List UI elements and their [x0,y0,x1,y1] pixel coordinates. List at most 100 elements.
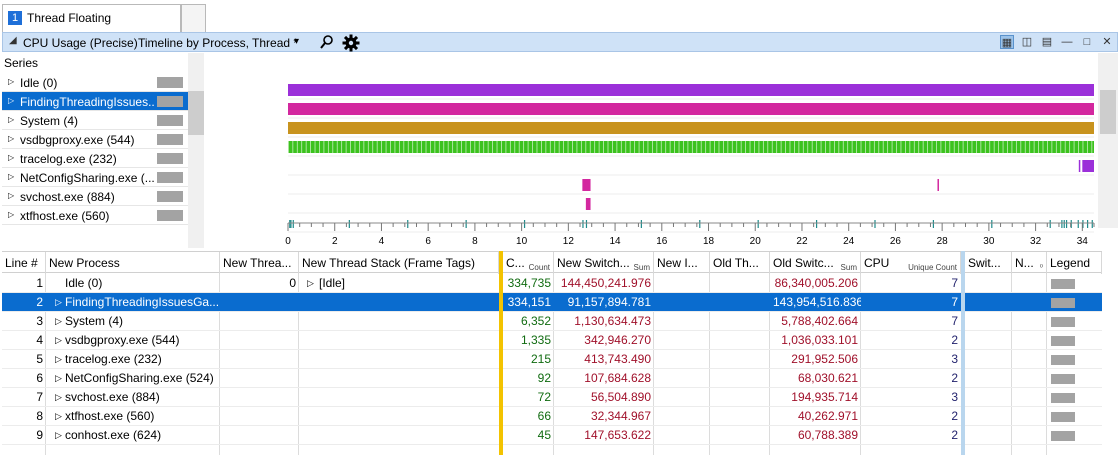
search-icon[interactable] [319,34,335,50]
table-row[interactable]: 5 ▷ tracelog.exe (232) 215 413,743.490 291,95… [2,350,1102,369]
series-color-swatch[interactable] [157,191,183,202]
expand-arrow-icon[interactable]: ▷ [55,316,62,326]
stack-expand-icon[interactable]: ▷ [307,278,314,288]
expand-arrow-icon[interactable]: ▷ [8,210,15,219]
column-header[interactable]: New I... [654,252,710,274]
series-item[interactable]: ▷ vsdbgproxy.exe (544) [2,130,188,149]
legend-swatch[interactable] [1051,279,1075,289]
stack-expand-icon[interactable] [304,407,316,426]
timeline-gap [1002,141,1004,153]
timeline-gap [625,141,627,153]
expand-arrow-icon[interactable]: ▷ [8,77,15,86]
expand-arrow-icon[interactable]: ▷ [8,172,15,181]
legend-swatch[interactable] [1051,431,1075,441]
legend-swatch[interactable] [1051,355,1075,365]
expand-arrow-icon[interactable]: ▷ [55,411,62,421]
series-item[interactable]: ▷ tracelog.exe (232) [2,149,188,168]
series-scrollbar-thumb[interactable] [188,91,204,135]
series-color-swatch[interactable] [157,153,183,164]
graph-scrollbar-thumb[interactable] [1100,90,1116,134]
column-header[interactable]: Old Th... [710,252,770,274]
tab-thread-floating[interactable] [2,4,181,32]
close-icon[interactable]: ✕ [1102,36,1112,48]
column-header[interactable]: New Switch... Sum [554,252,654,274]
timeline-gap [496,141,498,153]
timeline-gap [709,141,711,153]
legend-swatch[interactable] [1051,374,1075,384]
tab-empty[interactable] [181,4,206,32]
column-header[interactable]: C... Count [503,252,554,274]
graph-only-icon[interactable]: ◫ [1021,36,1033,48]
gear-icon[interactable] [342,34,360,52]
maximize-icon[interactable]: □ [1083,36,1091,48]
graph-title[interactable]: CPU Usage (Precise) [23,36,138,50]
stack-expand-icon[interactable] [304,312,316,331]
table-row[interactable]: 1 Idle (0) 0 ▷ [Idle] 334,735 144,450,241.976 8… [2,274,1102,293]
series-color-swatch[interactable] [157,115,183,126]
expand-arrow-icon[interactable]: ▷ [8,115,15,124]
legend-swatch[interactable] [1051,393,1075,403]
table-row[interactable]: 4 ▷ vsdbgproxy.exe (544) 1,335 342,946.270 1,… [2,331,1102,350]
series-color-swatch[interactable] [157,134,183,145]
table-row[interactable]: 2 ▷ FindingThreadingIssuesGa... 334,151 91,1… [2,293,1102,312]
stack-expand-icon[interactable] [304,350,316,369]
table-row[interactable]: 6 ▷ NetConfigSharing.exe (524) 92 107,684.62… [2,369,1102,388]
column-header[interactable]: N... ⁰ [1012,252,1047,274]
chevron-down-icon[interactable]: ▾ [294,36,300,47]
legend-swatch[interactable] [1051,336,1075,346]
series-color-swatch[interactable] [157,96,183,107]
stack-expand-icon[interactable] [304,388,316,407]
minimize-icon[interactable]: — [1061,36,1073,48]
table-row[interactable]: 9 ▷ conhost.exe (624) 45 147,653.622 60,788.3… [2,426,1102,445]
series-color-swatch[interactable] [157,210,183,221]
expand-arrow-icon[interactable]: ▷ [55,392,62,402]
column-header[interactable]: New Threa... [220,252,299,274]
table-only-icon[interactable]: ▤ [1041,36,1053,48]
table-row[interactable]: 7 ▷ svchost.exe (884) 72 56,504.890 194,935.7… [2,388,1102,407]
expand-arrow-icon[interactable]: ▷ [8,96,15,105]
series-item[interactable]: ▷ svchost.exe (884) [2,187,188,206]
stack-expand-icon[interactable] [304,426,316,445]
series-item[interactable]: ▷ FindingThreadingIssues... [2,92,188,111]
timeline-gap [603,141,604,153]
legend-swatch[interactable] [1051,317,1075,327]
column-header[interactable]: Old Switc... Sum [770,252,861,274]
table-graph-view-icon[interactable]: ▦ [1000,35,1014,49]
series-item[interactable]: ▷ System (4) [2,111,188,130]
graph-scrollbar[interactable] [1098,53,1118,228]
column-header[interactable]: Swit... [965,252,1012,274]
expand-arrow-icon[interactable]: ▷ [55,430,62,440]
expand-arrow-icon[interactable]: ▷ [55,297,62,307]
series-item[interactable]: ▷ xtfhost.exe (560) [2,206,188,225]
timeline-graph[interactable]: 0 2 4 6 8 10 12 14 16 18 20 22 24 26 28 30 32 34 [206,53,1118,248]
column-header[interactable]: New Thread Stack (Frame Tags) [299,252,499,274]
series-item[interactable]: ▷ Idle (0) [2,73,188,92]
stack-expand-icon[interactable] [304,369,316,388]
series-scrollbar[interactable] [188,53,204,248]
expand-arrow-icon[interactable]: ▷ [55,354,62,364]
timeline-gap [1042,141,1044,153]
series-color-swatch[interactable] [157,77,183,88]
column-header[interactable]: CPU Unique Count [861,252,961,274]
column-header[interactable]: New Process [46,252,220,274]
collapse-icon[interactable]: ◢ [9,35,17,46]
legend-swatch[interactable] [1051,298,1075,308]
expand-arrow-icon[interactable]: ▷ [55,373,62,383]
column-header[interactable]: Legend [1047,252,1102,274]
table-row[interactable]: 8 ▷ xtfhost.exe (560) 66 32,344.967 40,262.97… [2,407,1102,426]
stack-expand-icon[interactable] [304,331,316,350]
column-header[interactable]: Line # [2,252,46,274]
table-row[interactable]: 3 ▷ System (4) 6,352 1,130,634.473 5,788,402.… [2,312,1102,331]
pivot-divider[interactable] [499,251,503,455]
graph-divider[interactable] [961,251,965,455]
legend-swatch[interactable] [1051,412,1075,422]
expand-arrow-icon[interactable]: ▷ [8,191,15,200]
series-item[interactable]: ▷ NetConfigSharing.exe (... [2,168,188,187]
expand-arrow-icon[interactable]: ▷ [55,335,62,345]
timeline-gap [1051,141,1053,153]
stack-expand-icon[interactable] [304,293,316,312]
series-color-swatch[interactable] [157,172,183,183]
expand-arrow-icon[interactable]: ▷ [8,134,15,143]
preset-selector[interactable]: Timeline by Process, Thread * [138,36,299,50]
expand-arrow-icon[interactable]: ▷ [8,153,15,162]
